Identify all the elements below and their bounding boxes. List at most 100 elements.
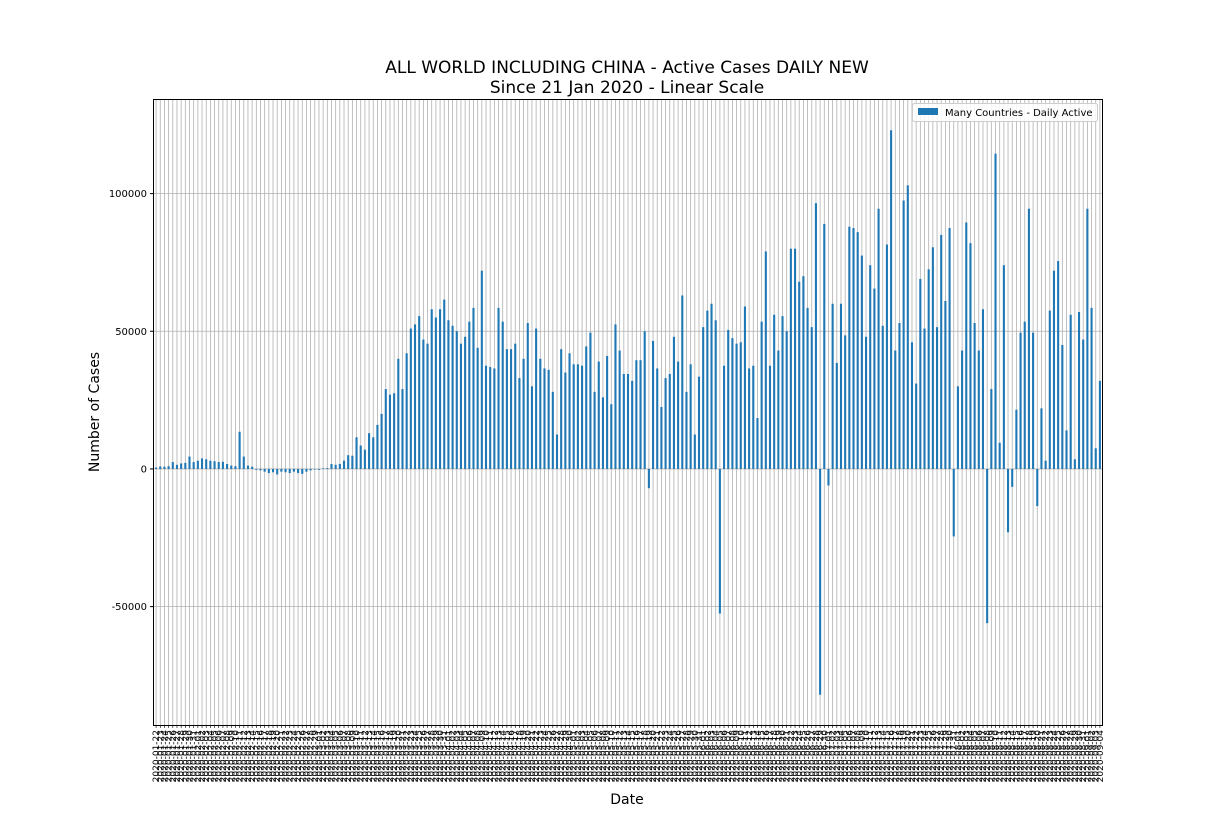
bar	[1040, 408, 1043, 469]
bar	[781, 316, 784, 469]
x-tick-label: 2020-07-19	[900, 730, 910, 783]
x-tick-label: 2020-06-10	[737, 730, 747, 783]
bar	[639, 360, 642, 469]
x-tick-label: 2020-07-26	[929, 730, 939, 783]
bar	[814, 203, 817, 469]
bar	[735, 343, 738, 469]
x-tick-label: 2020-01-31	[190, 730, 200, 782]
bar	[906, 185, 909, 469]
x-tick-label: 2020-08-28	[1067, 730, 1077, 783]
bar	[217, 462, 220, 469]
x-tick-label: 2020-08-22	[1042, 730, 1052, 782]
bar	[631, 380, 634, 469]
x-tick-label: 2020-08-09	[987, 730, 997, 783]
bar	[990, 389, 993, 469]
bar	[848, 226, 851, 469]
bar	[948, 228, 951, 469]
x-tick-label: 2020-01-27	[173, 730, 183, 782]
bar	[956, 386, 959, 469]
bar	[702, 327, 705, 469]
bar	[510, 349, 513, 469]
bar	[794, 248, 797, 469]
x-tick-label: 2020-07-30	[946, 730, 956, 783]
bar	[865, 336, 868, 469]
x-tick-label: 2020-08-05	[971, 730, 981, 782]
bar	[973, 323, 976, 469]
x-tick-label: 2020-03-04	[327, 730, 337, 783]
x-tick-label: 2020-04-05	[461, 730, 471, 782]
x-tick-label: 2020-07-13	[875, 730, 885, 782]
x-tick-label: 2020-07-16	[887, 730, 897, 783]
x-tick-label: 2020-06-04	[712, 730, 722, 783]
x-tick-label: 2020-08-02	[958, 730, 968, 782]
bar	[626, 373, 630, 469]
bar	[196, 460, 199, 469]
bar	[656, 368, 659, 469]
bar	[263, 468, 266, 472]
x-tick-label: 2020-04-15	[503, 730, 513, 782]
x-tick-label: 2020-05-13	[620, 730, 630, 782]
bar	[1061, 345, 1064, 469]
x-tick-label: 2020-05-12	[616, 730, 626, 782]
x-tick-label: 2020-08-19	[1029, 730, 1039, 783]
x-tick-label: 2020-06-05	[716, 730, 726, 782]
bar	[764, 251, 767, 469]
bar	[405, 353, 408, 469]
x-tick-label: 2020-01-22	[152, 730, 162, 782]
x-tick-label: 2020-04-06	[465, 730, 475, 783]
bar	[205, 459, 208, 469]
x-tick-label: 2020-03-16	[378, 730, 388, 783]
x-tick-label: 2020-04-27	[553, 730, 563, 782]
x-tick-label: 2020-07-03	[833, 730, 843, 782]
x-tick-label: 2020-09-01	[1083, 730, 1093, 782]
x-tick-label: 2020-08-18	[1025, 730, 1035, 783]
bar	[902, 200, 905, 469]
y-tick-label: 50000	[115, 327, 147, 338]
x-tick-label: 2020-03-28	[428, 730, 438, 783]
bar	[743, 306, 746, 469]
x-tick-label: 2020-02-28	[307, 730, 317, 783]
bar	[1006, 468, 1010, 533]
bar	[969, 243, 972, 469]
x-tick-label: 2020-03-21	[398, 730, 408, 782]
bar	[710, 303, 713, 469]
x-tick-label: 2020-09-03	[1092, 730, 1102, 782]
bar	[555, 434, 559, 469]
bar	[622, 373, 625, 469]
x-tick-label: 2020-07-22	[912, 730, 922, 782]
x-tick-label: 2020-03-15	[373, 730, 383, 782]
y-axis-ticks: -50000 0 50000 100000	[109, 189, 154, 613]
bar	[890, 130, 893, 469]
bar	[326, 468, 329, 469]
x-tick-label: 2020-04-19	[520, 730, 530, 783]
bar	[368, 433, 371, 469]
x-tick-label: 2020-07-15	[883, 730, 893, 782]
x-tick-label: 2020-02-01	[194, 730, 204, 782]
x-tick-label: 2020-02-12	[240, 730, 250, 782]
x-tick-label: 2020-06-01	[699, 730, 709, 782]
bar	[910, 342, 914, 469]
bar	[338, 463, 341, 469]
bar	[330, 463, 333, 469]
x-tick-label: 2020-07-10	[862, 730, 872, 783]
bar	[1048, 310, 1051, 469]
x-tick-label: 2020-08-08	[983, 730, 993, 783]
bar	[635, 360, 638, 469]
x-tick-label: 2020-06-12	[745, 730, 755, 782]
bar	[998, 442, 1001, 469]
bar	[831, 303, 834, 469]
bar	[915, 383, 918, 469]
x-tick-label: 2020-06-29	[816, 730, 826, 783]
x-tick-label: 2020-06-24	[795, 730, 805, 783]
bar	[773, 314, 776, 469]
bar	[313, 468, 316, 470]
x-tick-label: 2020-03-11	[357, 730, 367, 782]
x-tick-label: 2020-05-27	[678, 730, 688, 782]
bar	[835, 362, 838, 469]
x-tick-label: 2020-08-26	[1058, 730, 1068, 783]
x-tick-label: 2020-03-31	[440, 730, 450, 782]
bar	[727, 329, 730, 469]
x-tick-label: 2020-04-22	[532, 730, 542, 782]
x-tick-label: 2020-05-22	[657, 730, 667, 782]
x-tick-label: 2020-05-15	[628, 730, 638, 782]
